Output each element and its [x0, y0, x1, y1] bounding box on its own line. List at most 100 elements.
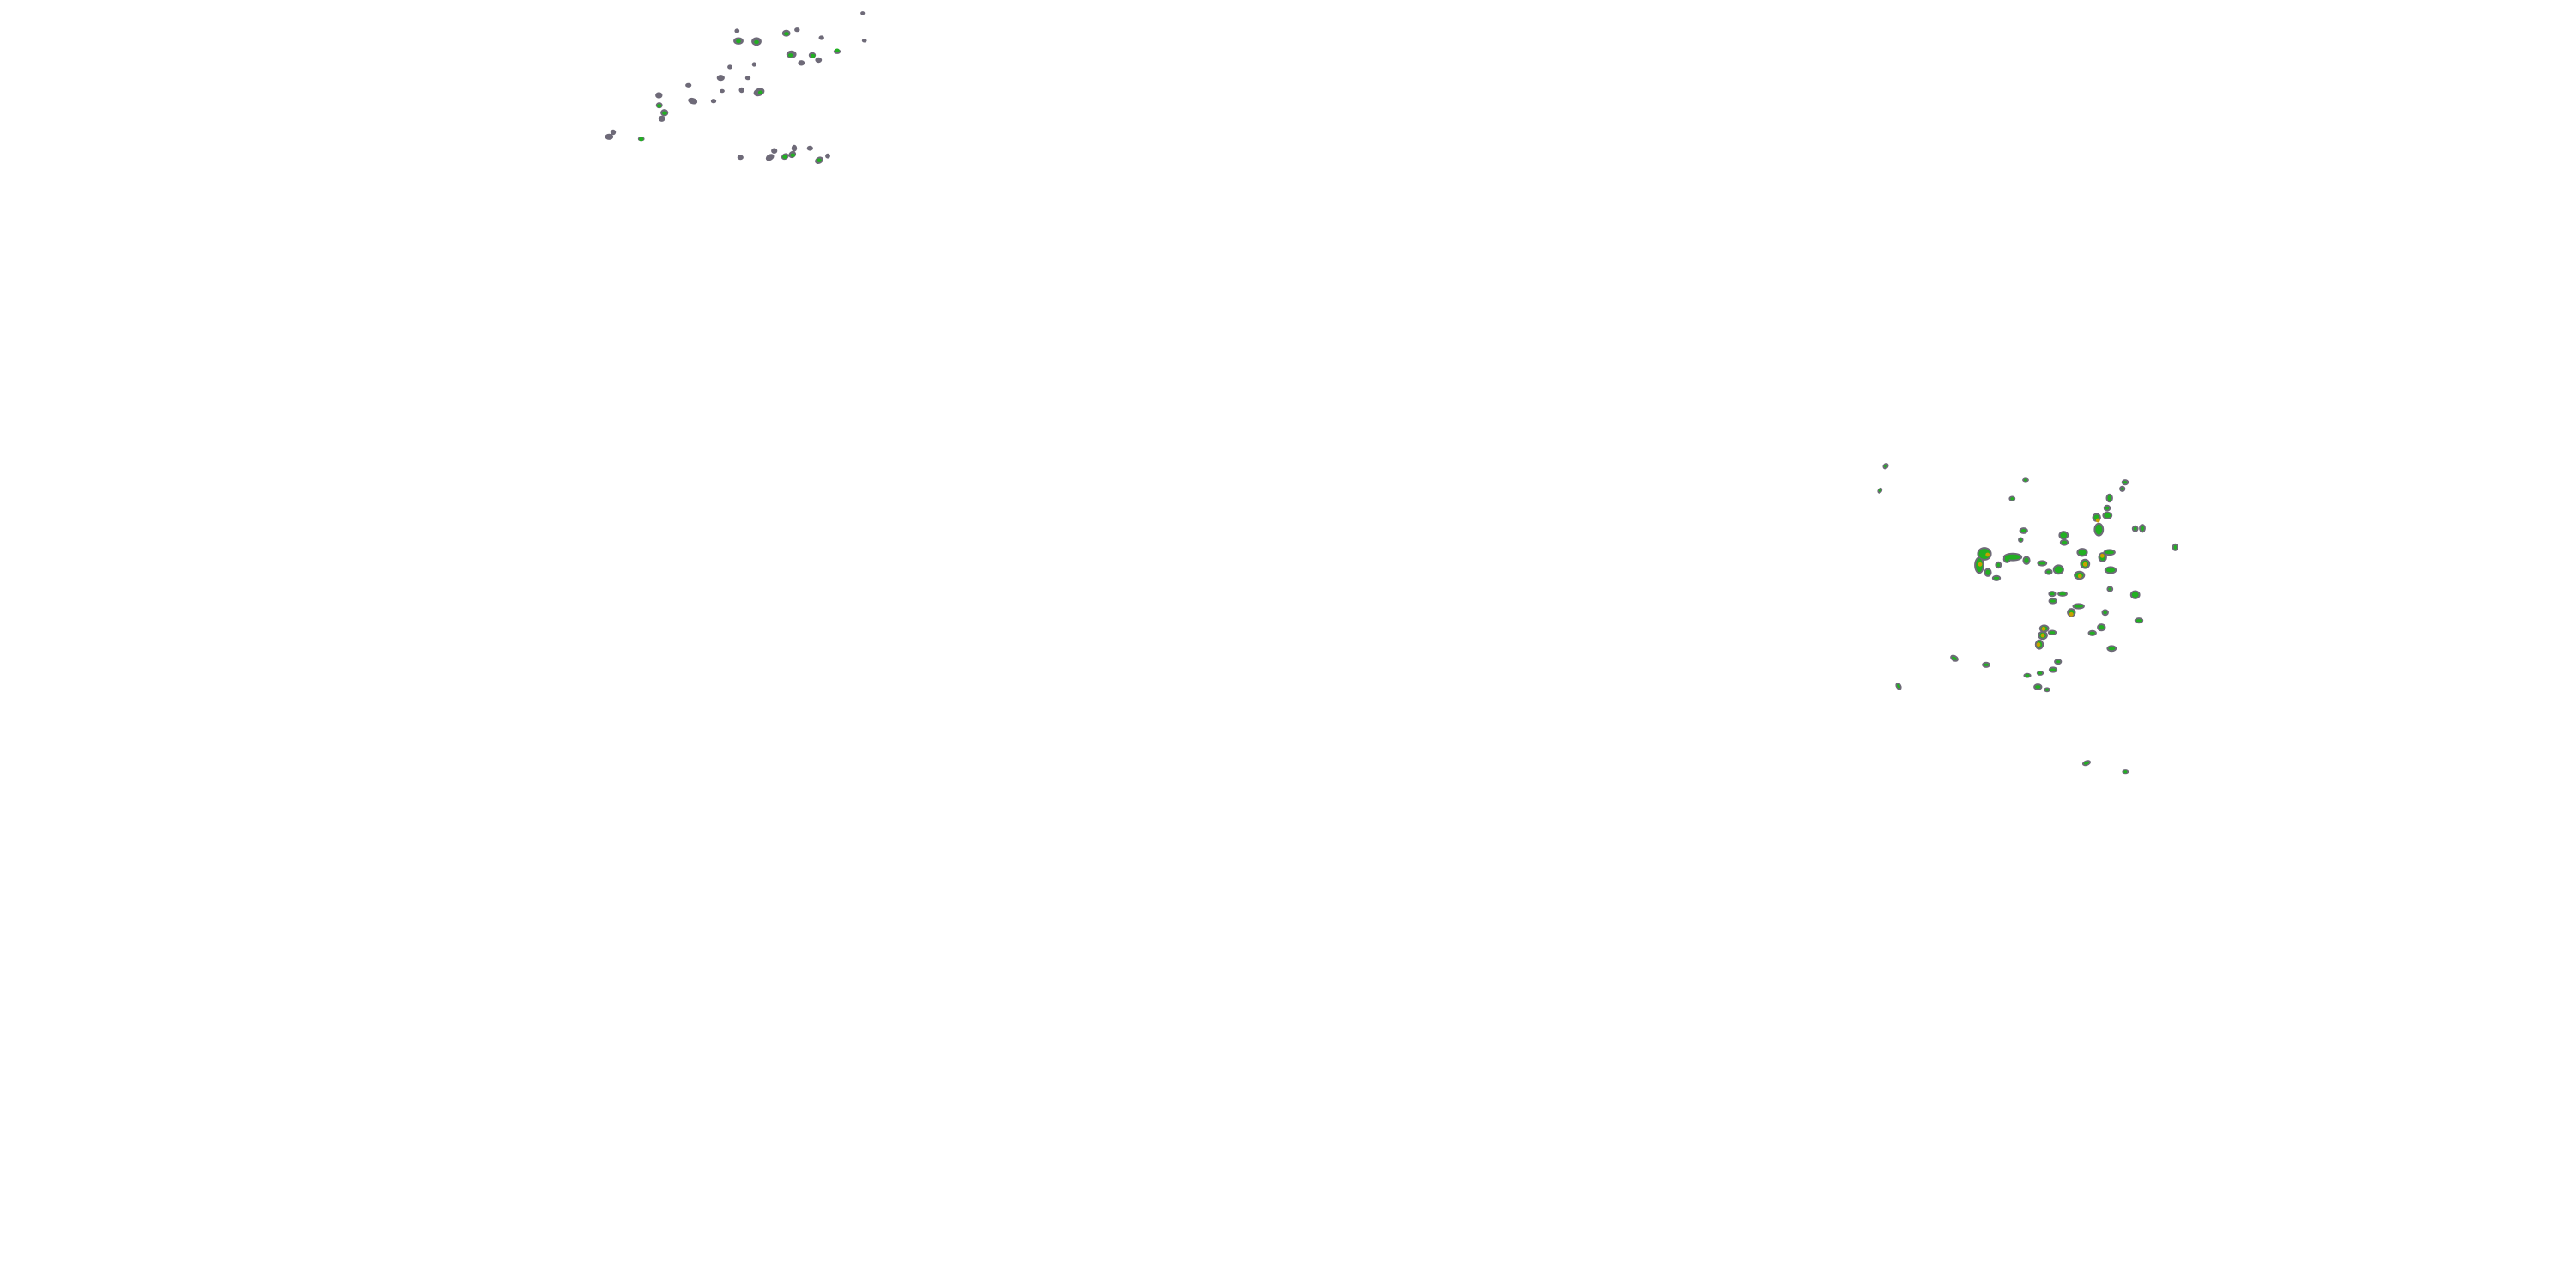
precipitation-cell: [2056, 660, 2061, 664]
precipitation-cell: [737, 155, 744, 161]
precipitation-cells: [605, 11, 2178, 775]
precipitation-cell: [2024, 478, 2027, 482]
precipitation-cell: [2121, 487, 2124, 490]
precipitation-cell: [2133, 526, 2137, 531]
precipitation-cell: [2078, 550, 2087, 556]
precipitation-cell: [2004, 554, 2021, 560]
precipitation-cell: [1978, 562, 1983, 567]
precipitation-cell: [806, 145, 813, 151]
precipitation-cell: [2123, 770, 2128, 774]
precipitation-cell: [2105, 568, 2116, 573]
precipitation-cell: [2107, 495, 2111, 501]
precipitation-cell: [2069, 611, 2074, 617]
precipitation-cell: [736, 39, 741, 44]
precipitation-cell: [738, 87, 744, 94]
precipitation-cell: [2136, 619, 2142, 623]
precipitation-cell: [610, 129, 617, 136]
precipitation-cell: [2104, 513, 2111, 518]
precipitation-cell: [757, 90, 763, 94]
precipitation-cell: [1985, 569, 1990, 575]
precipitation-cell: [638, 137, 644, 142]
precipitation-cell: [798, 60, 805, 66]
precipitation-cell: [1985, 552, 1990, 557]
precipitation-cell: [2141, 526, 2144, 532]
precipitation-cell: [2095, 524, 2103, 535]
precipitation-cell: [734, 28, 740, 33]
precipitation-cell: [2131, 592, 2139, 598]
precipitation-cell: [727, 64, 732, 70]
precipitation-cell: [2010, 497, 2014, 501]
precipitation-cell: [2038, 562, 2046, 565]
precipitation-cell: [1984, 663, 1989, 666]
precipitation-cell: [2083, 761, 2090, 765]
precipitation-cell: [710, 99, 717, 104]
precipitation-cell: [784, 32, 789, 36]
precipitation-cell: [765, 154, 775, 161]
precipitation-cell: [655, 92, 663, 99]
precipitation-cell: [1952, 656, 1957, 660]
precipitation-cell: [2061, 540, 2068, 544]
precipitation-cell: [2103, 611, 2107, 615]
precipitation-cell: [2040, 633, 2045, 638]
precipitation-cell: [810, 53, 816, 58]
precipitation-cell: [2035, 685, 2041, 689]
precipitation-cell: [1878, 489, 1881, 492]
precipitation-cell: [2038, 671, 2043, 675]
precipitation-cell: [2041, 626, 2046, 631]
precipitation-cell: [2105, 550, 2114, 555]
precipitation-cell: [860, 11, 866, 15]
precipitation-cell: [2025, 674, 2030, 677]
precipitation-cell: [754, 39, 759, 45]
precipitation-cell: [2099, 625, 2105, 630]
precipitation-cell: [662, 111, 667, 115]
precipitation-cell: [794, 27, 800, 33]
precipitation-cell: [2077, 574, 2082, 579]
precipitation-cell: [2123, 481, 2128, 484]
precipitation-cell: [716, 75, 725, 82]
precipitation-cell: [2024, 557, 2029, 563]
precipitation-cell: [2050, 592, 2055, 596]
precipitation-cell: [688, 97, 698, 105]
precipitation-cell: [2019, 538, 2022, 542]
precipitation-cell: [815, 57, 823, 64]
precipitation-cell: [771, 148, 778, 154]
precipitation-cell: [2045, 688, 2049, 691]
precipitation-cell: [818, 35, 824, 40]
precipitation-cell: [2046, 570, 2051, 574]
precipitation-cell: [2050, 668, 2057, 671]
precipitation-cell: [1996, 562, 2001, 568]
precipitation-cell: [1993, 576, 2000, 580]
precipitation-cell: [2054, 566, 2063, 574]
precipitation-cell: [2050, 599, 2056, 603]
precipitation-cell: [2099, 553, 2105, 558]
precipitation-cell: [861, 39, 867, 43]
precipitation-cell: [2049, 631, 2056, 635]
precipitation-cell: [2105, 506, 2110, 510]
precipitation-cell: [2082, 562, 2087, 567]
precipitation-cell: [2036, 642, 2041, 647]
precipitation-cell: [605, 133, 614, 140]
precipitation-cell: [2095, 518, 2100, 523]
precipitation-cell: [1897, 683, 1900, 689]
precipitation-cell: [2059, 592, 2066, 596]
precipitation-cell: [791, 144, 798, 152]
precipitation-cell: [782, 155, 787, 159]
precipitation-cell: [2108, 647, 2116, 651]
precipitation-cell: [787, 53, 793, 58]
precipitation-cell: [2004, 556, 2009, 562]
precipitation-cell: [825, 153, 830, 159]
precipitation-cell: [2060, 532, 2068, 538]
precipitation-cell: [744, 76, 751, 81]
precipitation-cell: [658, 115, 665, 122]
precipitation-cell: [751, 62, 756, 67]
precipitation-cell: [817, 158, 822, 162]
precipitation-cell: [656, 104, 662, 108]
precipitation-cell: [720, 88, 725, 94]
precipitation-cell: [790, 153, 796, 157]
precipitation-cell: [2173, 544, 2177, 550]
precipitation-cell: [2108, 587, 2112, 591]
precipitation-cell: [1884, 464, 1887, 468]
precipitation-cell: [2074, 605, 2083, 608]
precipitation-cell: [835, 48, 840, 52]
